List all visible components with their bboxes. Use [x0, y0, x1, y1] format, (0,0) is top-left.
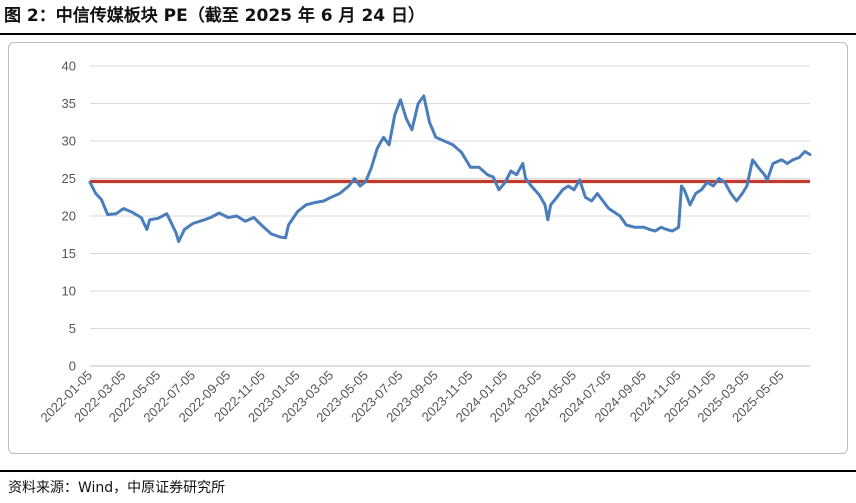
pe-series-line: [88, 94, 812, 243]
figure-title: 图 2：中信传媒板块 PE（截至 2025 年 6 月 24 日）: [4, 6, 426, 26]
source-note: 资料来源：Wind，中原证券研究所: [8, 480, 226, 496]
y-tick-label: 0: [69, 359, 76, 374]
y-axis-ticks: 0 5 10 15 20 25 30 35 40: [62, 59, 76, 374]
y-tick-label: 10: [62, 284, 76, 299]
y-tick-label: 40: [62, 59, 76, 74]
y-tick-label: 15: [62, 246, 76, 261]
top-rule: [0, 33, 856, 35]
y-tick-label: 5: [69, 321, 76, 336]
y-tick-label: 30: [62, 134, 76, 149]
series-group: [88, 94, 812, 243]
y-tick-label: 20: [62, 209, 76, 224]
gridlines: [90, 65, 810, 329]
bottom-rule: [0, 470, 856, 472]
y-tick-label: 25: [62, 171, 76, 186]
x-axis-ticks: 2022-01-052022-03-052022-05-052022-07-05…: [37, 368, 786, 426]
y-tick-label: 35: [62, 96, 76, 111]
